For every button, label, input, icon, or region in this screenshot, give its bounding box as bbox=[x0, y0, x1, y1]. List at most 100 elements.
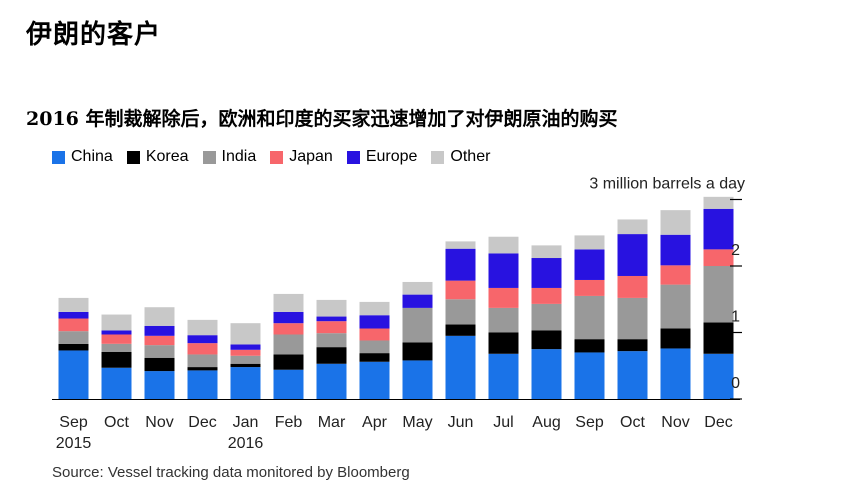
bar-segment-china-0 bbox=[58, 350, 89, 399]
legend-label-japan: Japan bbox=[289, 148, 333, 165]
legend-item-india: India bbox=[202, 148, 257, 166]
bar-segment-china-2 bbox=[144, 371, 175, 399]
bar-segment-other-7 bbox=[359, 301, 390, 316]
bar-segment-europe-12 bbox=[574, 249, 605, 280]
bar-segment-korea-2 bbox=[144, 357, 175, 372]
bar-segment-europe-11 bbox=[531, 258, 562, 288]
bar-segment-europe-10 bbox=[488, 253, 519, 288]
bar-segment-india-6 bbox=[316, 333, 347, 348]
bar-segment-europe-3 bbox=[187, 335, 218, 344]
y-tick-label-1: 1 bbox=[731, 309, 740, 326]
chart-legend: China Korea India Japan Europe Other bbox=[52, 148, 490, 166]
bar-segment-china-13 bbox=[617, 351, 648, 399]
bar-segment-korea-4 bbox=[230, 363, 261, 368]
bar-segment-japan-2 bbox=[144, 335, 175, 346]
bar-segment-europe-1 bbox=[101, 330, 132, 335]
bar-segment-india-3 bbox=[187, 354, 218, 368]
bar-segment-other-13 bbox=[617, 219, 648, 235]
bar-segment-other-15 bbox=[703, 196, 734, 209]
x-tick-label-15: Dec bbox=[704, 414, 732, 431]
x-tick-label-9: Jun bbox=[448, 414, 474, 431]
bar-segment-japan-4 bbox=[230, 349, 261, 356]
bar-segment-japan-3 bbox=[187, 343, 218, 355]
y-tick-label-2: 2 bbox=[731, 242, 740, 259]
bar-segment-korea-9 bbox=[445, 324, 476, 336]
chart-title: 伊朗的客户 bbox=[26, 20, 162, 50]
bar-segment-china-3 bbox=[187, 370, 218, 399]
x-tick-sublabel-0: 2015 bbox=[56, 435, 92, 452]
bar-segment-japan-12 bbox=[574, 279, 605, 296]
bar-segment-india-5 bbox=[273, 334, 304, 355]
bar-segment-india-12 bbox=[574, 295, 605, 340]
bar-segment-other-10 bbox=[488, 236, 519, 254]
x-tick-label-8: May bbox=[402, 414, 432, 431]
bar-segment-europe-5 bbox=[273, 311, 304, 324]
bar-segment-japan-6 bbox=[316, 321, 347, 334]
legend-label-china: China bbox=[71, 148, 113, 165]
x-tick-label-0: Sep bbox=[59, 414, 88, 431]
bar-segment-europe-13 bbox=[617, 234, 648, 276]
bar-segment-japan-0 bbox=[58, 318, 89, 332]
x-tick-label-12: Sep bbox=[575, 414, 604, 431]
bar-segment-other-8 bbox=[402, 281, 433, 295]
bar-segment-india-0 bbox=[58, 331, 89, 344]
bar-segment-india-10 bbox=[488, 307, 519, 333]
bar-segment-china-12 bbox=[574, 352, 605, 399]
x-tick-label-14: Nov bbox=[661, 414, 689, 431]
bar-segment-other-14 bbox=[660, 210, 691, 235]
bar-segment-europe-9 bbox=[445, 248, 476, 281]
bar-segment-japan-1 bbox=[101, 334, 132, 344]
bar-segment-china-14 bbox=[660, 348, 691, 399]
bar-segment-europe-15 bbox=[703, 208, 734, 250]
bar-segment-japan-15 bbox=[703, 249, 734, 267]
bar-segment-other-1 bbox=[101, 314, 132, 331]
bar-segment-europe-8 bbox=[402, 294, 433, 308]
legend-item-europe: Europe bbox=[346, 148, 418, 166]
bar-segment-japan-7 bbox=[359, 328, 390, 341]
bar-segment-korea-10 bbox=[488, 332, 519, 354]
x-tick-label-11: Aug bbox=[532, 414, 560, 431]
bar-segment-europe-2 bbox=[144, 325, 175, 336]
legend-item-korea: Korea bbox=[126, 148, 189, 166]
bar-segment-other-5 bbox=[273, 293, 304, 312]
bar-segment-india-8 bbox=[402, 307, 433, 343]
bar-segment-japan-5 bbox=[273, 323, 304, 335]
bar-segment-other-9 bbox=[445, 241, 476, 249]
legend-swatch-india bbox=[202, 150, 216, 164]
bar-segment-europe-7 bbox=[359, 315, 390, 329]
bar-segment-china-7 bbox=[359, 361, 390, 399]
bar-segment-japan-14 bbox=[660, 265, 691, 285]
x-tick-label-3: Dec bbox=[188, 414, 216, 431]
legend-label-korea: Korea bbox=[145, 148, 189, 165]
bar-segment-korea-1 bbox=[101, 351, 132, 368]
bar-segment-korea-8 bbox=[402, 342, 433, 361]
bar-segment-other-2 bbox=[144, 307, 175, 326]
stacked-bar-chart: Sep 2015 Oct Nov Dec Jan 2016 Feb Mar Apr May Jun Ju… bbox=[52, 176, 745, 452]
bar-segment-other-3 bbox=[187, 319, 218, 336]
bar-segment-korea-15 bbox=[703, 322, 734, 354]
bar-segment-india-4 bbox=[230, 355, 261, 364]
bar-segment-japan-11 bbox=[531, 287, 562, 304]
bar-segment-india-15 bbox=[703, 266, 734, 323]
bar-segment-india-13 bbox=[617, 297, 648, 340]
legend-item-other: Other bbox=[431, 148, 490, 166]
bar-segment-china-1 bbox=[101, 367, 132, 399]
y-axis-top-label: 3 million barrels a day bbox=[589, 176, 745, 193]
bar-segment-japan-9 bbox=[445, 280, 476, 300]
bar-segment-korea-13 bbox=[617, 339, 648, 352]
bar-segment-china-8 bbox=[402, 360, 433, 399]
legend-label-europe: Europe bbox=[365, 148, 418, 165]
x-tick-label-13: Oct bbox=[620, 414, 645, 431]
bar-segment-other-0 bbox=[58, 297, 89, 312]
bar-segment-europe-14 bbox=[660, 234, 691, 266]
legend-label-india: India bbox=[221, 148, 257, 165]
bar-segment-korea-6 bbox=[316, 347, 347, 364]
bar-segment-korea-11 bbox=[531, 330, 562, 350]
bar-segment-europe-6 bbox=[316, 316, 347, 322]
bar-segment-korea-0 bbox=[58, 343, 89, 351]
legend-swatch-china bbox=[52, 150, 65, 164]
x-tick-label-7: Apr bbox=[362, 414, 388, 431]
bar-segment-korea-14 bbox=[660, 328, 691, 349]
x-tick-label-1: Oct bbox=[104, 414, 129, 431]
bar-segment-other-4 bbox=[230, 323, 261, 345]
